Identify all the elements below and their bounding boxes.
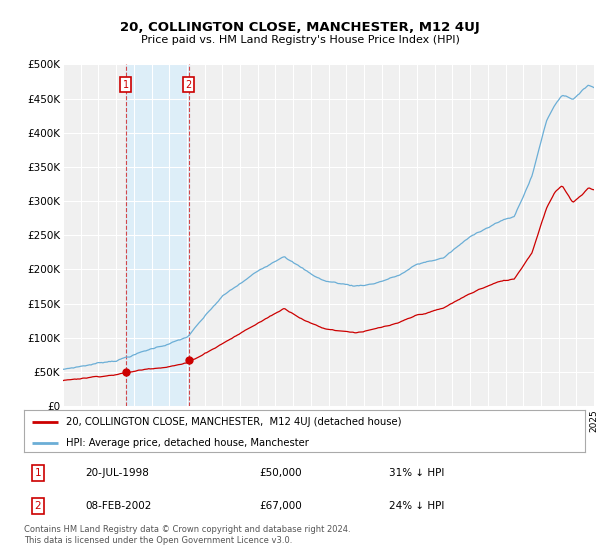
Text: Contains HM Land Registry data © Crown copyright and database right 2024.
This d: Contains HM Land Registry data © Crown c… xyxy=(24,525,350,545)
Text: Price paid vs. HM Land Registry's House Price Index (HPI): Price paid vs. HM Land Registry's House … xyxy=(140,35,460,45)
Text: 24% ↓ HPI: 24% ↓ HPI xyxy=(389,501,444,511)
Bar xyxy=(126,64,188,406)
Text: 1: 1 xyxy=(123,80,129,90)
Text: HPI: Average price, detached house, Manchester: HPI: Average price, detached house, Manc… xyxy=(66,438,309,448)
Text: 08-FEB-2002: 08-FEB-2002 xyxy=(86,501,152,511)
Text: 1: 1 xyxy=(35,468,41,478)
Text: 2: 2 xyxy=(185,80,192,90)
Text: 2: 2 xyxy=(35,501,41,511)
Text: £67,000: £67,000 xyxy=(260,501,302,511)
Text: 20, COLLINGTON CLOSE, MANCHESTER, M12 4UJ: 20, COLLINGTON CLOSE, MANCHESTER, M12 4U… xyxy=(120,21,480,34)
Text: 31% ↓ HPI: 31% ↓ HPI xyxy=(389,468,444,478)
Text: 20-JUL-1998: 20-JUL-1998 xyxy=(86,468,149,478)
Text: £50,000: £50,000 xyxy=(260,468,302,478)
Text: 20, COLLINGTON CLOSE, MANCHESTER,  M12 4UJ (detached house): 20, COLLINGTON CLOSE, MANCHESTER, M12 4U… xyxy=(66,417,401,427)
